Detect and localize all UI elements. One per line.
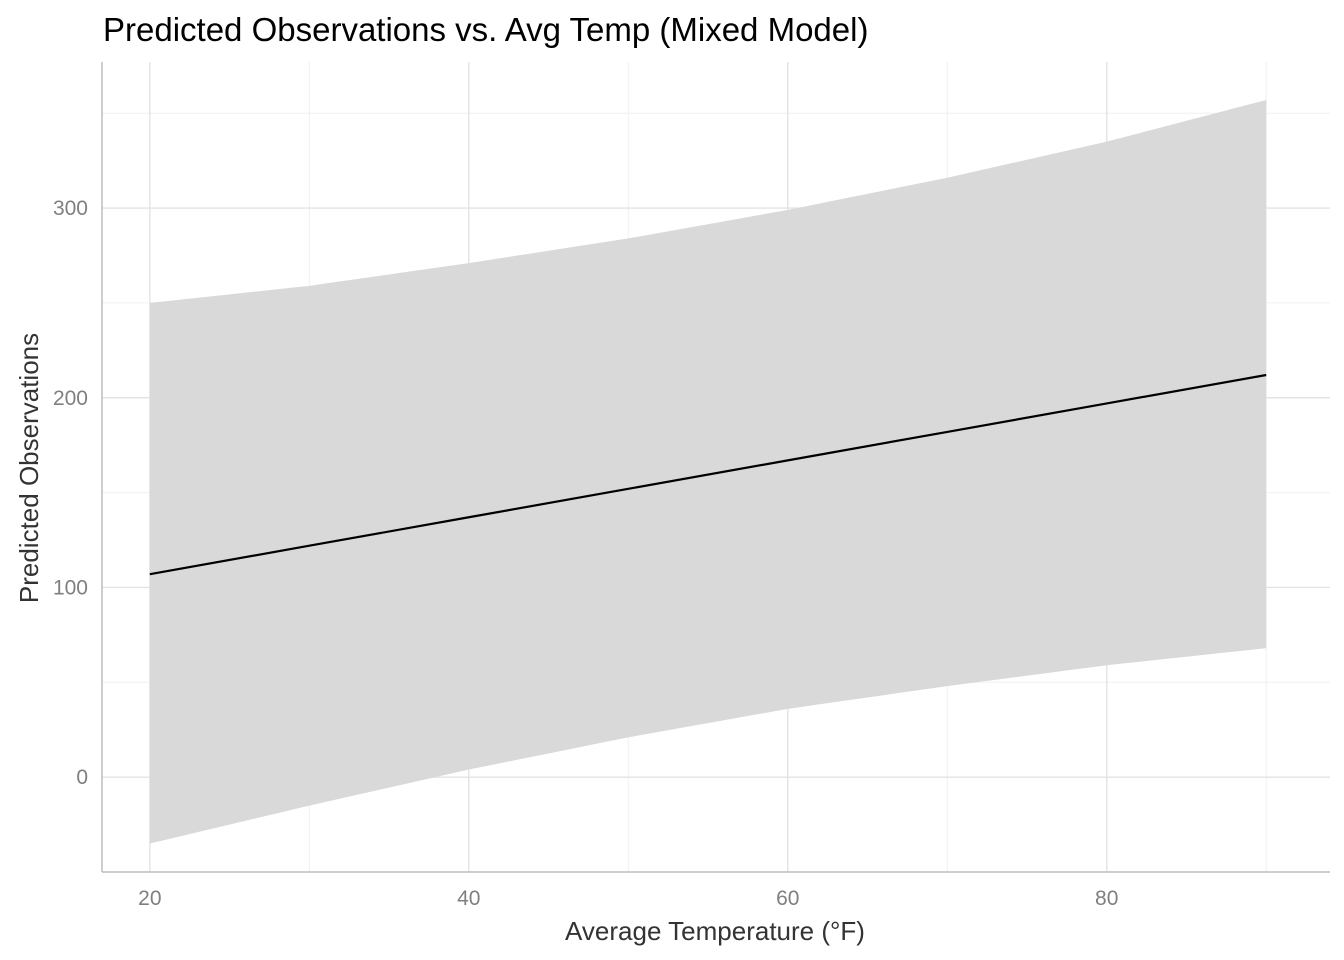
y-axis-ticks: 0 100 200 300 [53,197,88,789]
y-axis-title: Predicted Observations [14,333,44,603]
x-tick-label: 80 [1095,887,1118,910]
x-axis-ticks: 20 40 60 80 [138,887,1118,910]
x-tick-label: 60 [776,887,799,910]
chart-title: Predicted Observations vs. Avg Temp (Mix… [103,11,868,48]
confidence-band [149,99,1267,844]
y-tick-label: 0 [76,766,88,789]
fit-line [149,373,1267,576]
x-axis-title: Average Temperature (°F) [565,916,865,946]
x-tick-label: 20 [138,887,161,910]
y-tick-label: 200 [53,387,88,410]
confidence-band-layer [149,99,1267,844]
axes [101,62,1330,873]
fit-line-layer [149,373,1267,576]
x-tick-label: 40 [457,887,480,910]
y-tick-label: 300 [53,197,88,220]
y-tick-label: 100 [53,576,88,599]
